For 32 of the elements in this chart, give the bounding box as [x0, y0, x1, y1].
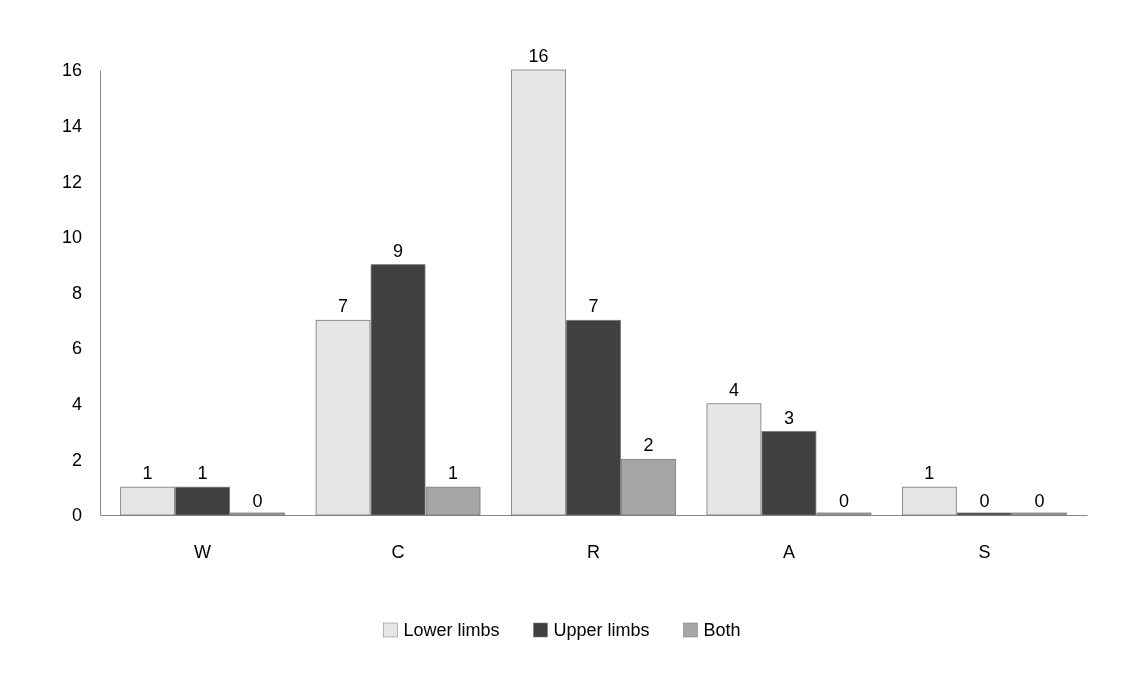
legend-label: Both	[703, 620, 741, 640]
data-label: 16	[528, 46, 549, 66]
y-tick-label: 12	[61, 171, 82, 192]
data-label: 1	[448, 463, 459, 484]
data-label: 7	[588, 296, 599, 317]
y-tick-label: 16	[61, 60, 82, 81]
legend-label: Upper limbs	[553, 620, 650, 640]
data-label: 7	[338, 296, 349, 317]
y-tick-label: 6	[71, 338, 82, 359]
data-label: 3	[783, 407, 794, 428]
legend-label: Lower limbs	[403, 620, 500, 640]
y-tick-label: 14	[61, 115, 82, 136]
data-label: 2	[643, 435, 654, 456]
y-tick-label: 8	[71, 282, 82, 303]
data-label: 0	[1034, 491, 1045, 511]
data-label: 4	[728, 379, 739, 400]
data-label: 0	[979, 491, 990, 511]
data-label: 1	[142, 463, 153, 484]
y-tick-label: 2	[71, 449, 82, 470]
data-label: 9	[393, 240, 404, 261]
x-tick-label: R	[587, 541, 600, 562]
y-tick-label: 4	[71, 394, 82, 415]
data-label: 1	[924, 463, 935, 484]
x-tick-label: A	[782, 541, 795, 562]
y-tick-label: 0	[71, 505, 82, 526]
data-label: 0	[838, 491, 849, 511]
data-label: 1	[197, 463, 208, 484]
x-tick-label: C	[391, 541, 405, 562]
x-tick-label: W	[194, 541, 212, 562]
y-tick-label: 10	[61, 227, 82, 248]
x-tick-label: S	[978, 541, 991, 562]
data-label: 0	[252, 491, 263, 511]
